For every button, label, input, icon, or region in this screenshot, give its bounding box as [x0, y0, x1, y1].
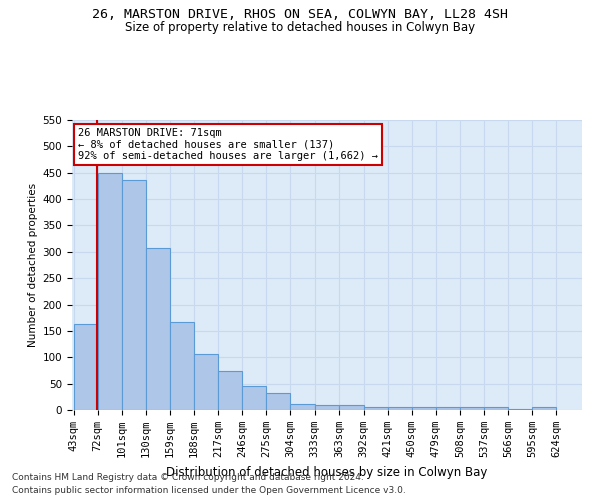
Bar — [122, 180, 146, 410]
Bar — [194, 354, 218, 410]
Bar — [290, 404, 314, 410]
Y-axis label: Number of detached properties: Number of detached properties — [28, 183, 38, 347]
Bar — [436, 408, 460, 410]
Bar — [532, 408, 556, 410]
Bar — [146, 248, 170, 410]
Bar — [412, 408, 436, 410]
Bar — [242, 386, 266, 410]
Text: 26 MARSTON DRIVE: 71sqm
← 8% of detached houses are smaller (137)
92% of semi-de: 26 MARSTON DRIVE: 71sqm ← 8% of detached… — [78, 128, 378, 161]
Bar — [266, 392, 290, 410]
Bar — [74, 324, 98, 410]
Text: Size of property relative to detached houses in Colwyn Bay: Size of property relative to detached ho… — [125, 21, 475, 34]
Bar — [218, 371, 242, 410]
Bar — [364, 408, 388, 410]
Bar — [314, 404, 338, 410]
Text: Contains public sector information licensed under the Open Government Licence v3: Contains public sector information licen… — [12, 486, 406, 495]
Text: Contains HM Land Registry data © Crown copyright and database right 2024.: Contains HM Land Registry data © Crown c… — [12, 472, 364, 482]
Bar — [170, 322, 194, 410]
Text: 26, MARSTON DRIVE, RHOS ON SEA, COLWYN BAY, LL28 4SH: 26, MARSTON DRIVE, RHOS ON SEA, COLWYN B… — [92, 8, 508, 20]
Bar — [340, 406, 364, 410]
X-axis label: Distribution of detached houses by size in Colwyn Bay: Distribution of detached houses by size … — [166, 466, 488, 478]
Bar — [484, 408, 508, 410]
Bar — [388, 408, 412, 410]
Bar — [460, 408, 484, 410]
Bar — [98, 172, 122, 410]
